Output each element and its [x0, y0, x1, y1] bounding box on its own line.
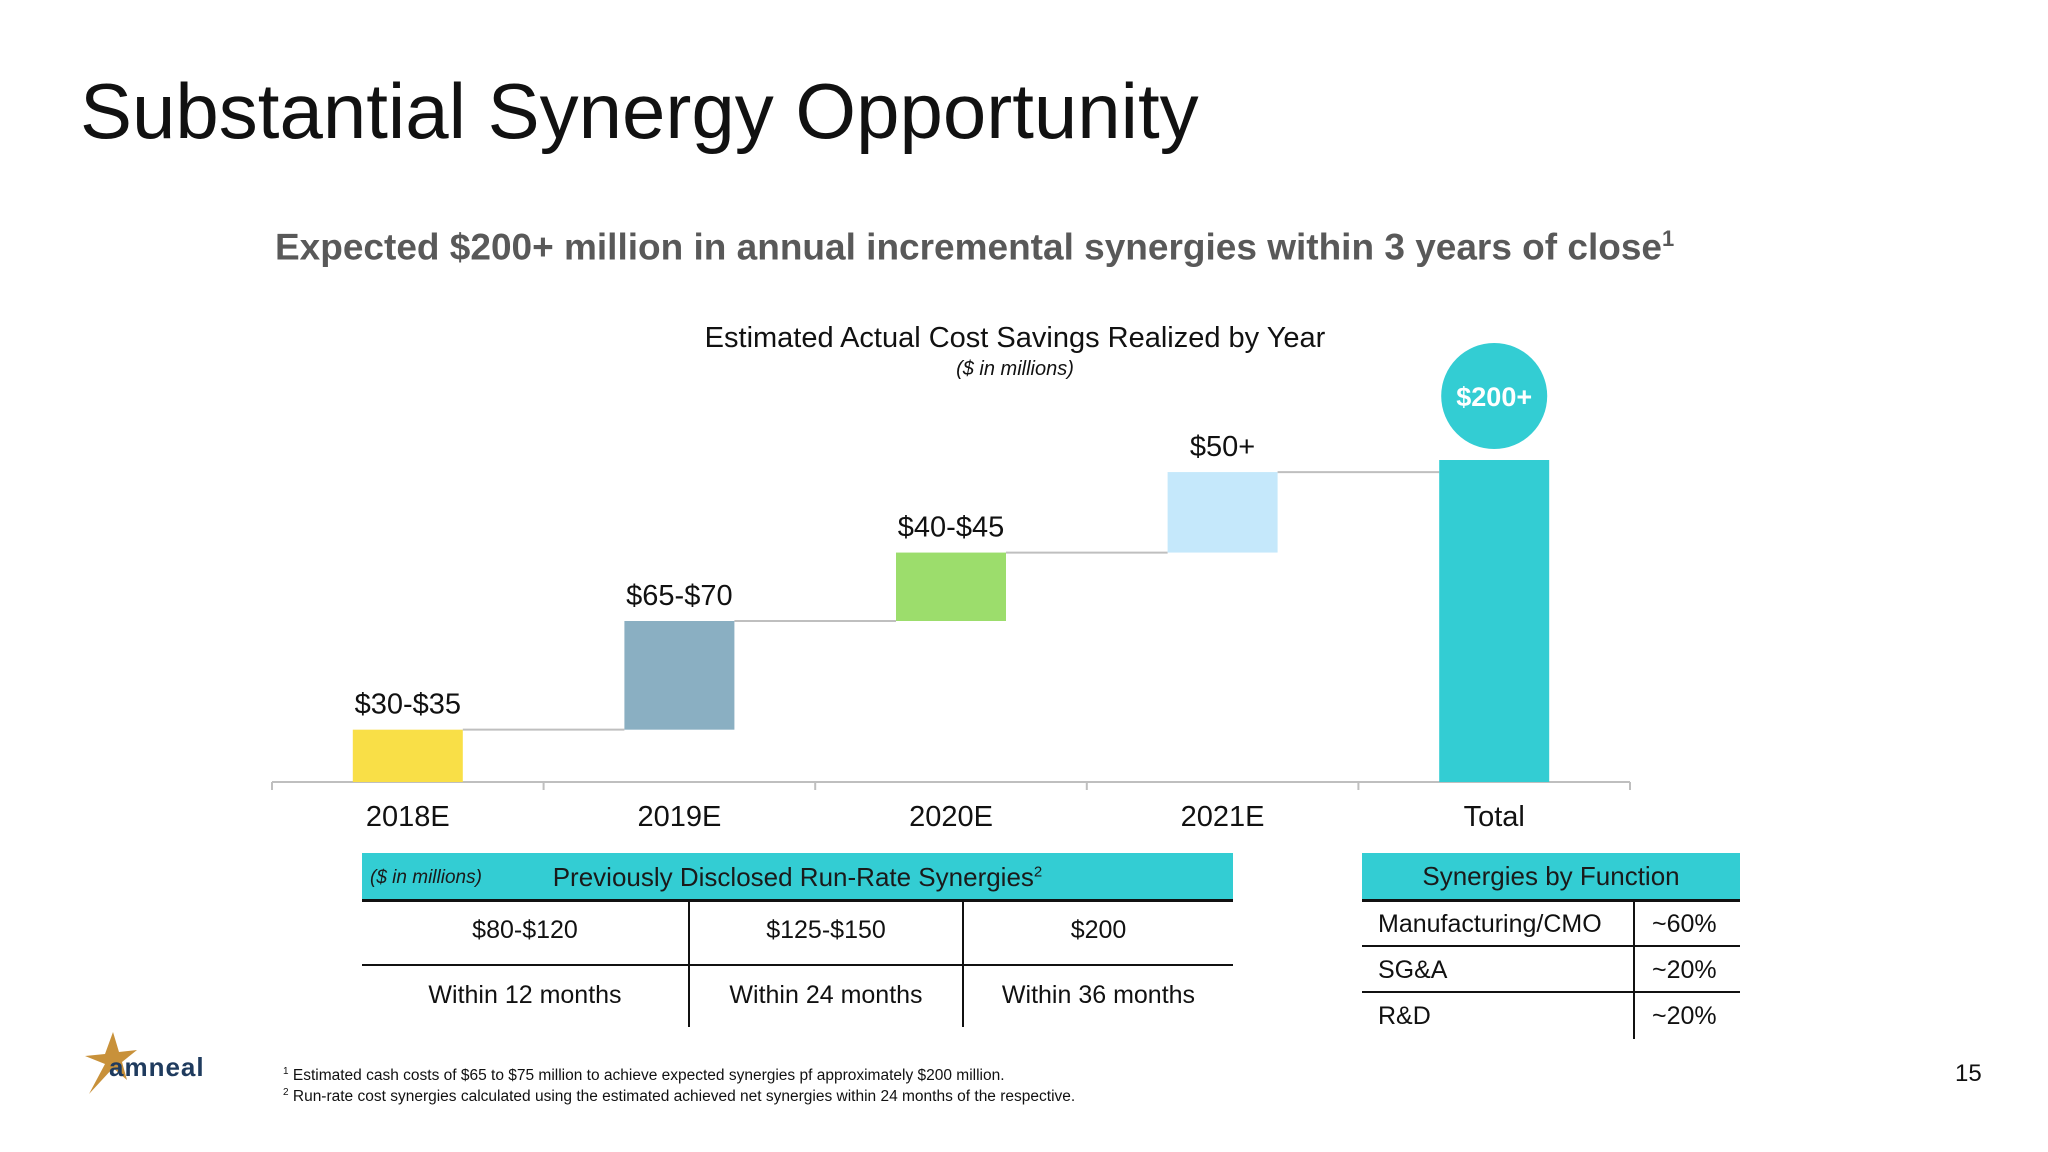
runrate-period-1: Within 12 months: [428, 981, 622, 1009]
headline-text: Expected $200+ million in annual increme…: [275, 226, 1662, 268]
runrate-unit-label: ($ in millions): [370, 867, 482, 888]
footnote-1-text: Estimated cash costs of $65 to $75 milli…: [292, 1067, 1005, 1085]
footnote-1: 1 Estimated cash costs of $65 to $75 mil…: [283, 1066, 1005, 1085]
x-tick-label: 2020E: [909, 801, 993, 833]
function-name-1: Manufacturing/CMO: [1378, 910, 1602, 938]
runrate-header-rule: [362, 899, 1233, 902]
function-header-rule: [1362, 899, 1740, 902]
data-label: $40-$45: [898, 512, 1004, 544]
bar-2021E: [1167, 472, 1278, 553]
x-tick-label: 2021E: [1181, 801, 1265, 833]
function-share-1: ~60%: [1652, 910, 1717, 938]
runrate-title: Previously Disclosed Run-Rate Synergies2: [362, 862, 1233, 893]
runrate-value-3: $200: [1070, 916, 1127, 944]
x-tick-label: 2019E: [637, 801, 721, 833]
data-label: $50+: [1190, 431, 1255, 463]
runrate-value-2: $125-$150: [766, 916, 886, 944]
function-table-header: Synergies by Function: [1362, 853, 1740, 899]
slide-title: Substantial Synergy Opportunity: [80, 67, 1199, 155]
bar-2019E: [624, 621, 735, 730]
runrate-period-3: Within 36 months: [1001, 981, 1196, 1009]
runrate-period-2: Within 24 months: [729, 981, 923, 1009]
logo-wordmark: amneal: [109, 1052, 205, 1082]
footnote-2: 2 Run-rate cost synergies calculated usi…: [283, 1087, 1075, 1106]
footnote-2-mark: 2: [283, 1087, 289, 1098]
bar-Total: [1439, 460, 1550, 782]
amneal-star-icon: amneal: [85, 1032, 205, 1094]
chart-subtitle: ($ in millions): [956, 358, 1074, 380]
x-tick-label: 2018E: [366, 801, 450, 833]
bar-2020E: [896, 552, 1006, 621]
amneal-logo: amneal: [75, 1030, 245, 1100]
runrate-value-1: $80-$120: [472, 916, 578, 944]
data-label: $30-$35: [355, 689, 461, 721]
function-name-2: SG&A: [1378, 956, 1448, 984]
headline-footnote-mark: 1: [1662, 226, 1675, 251]
runrate-title-text: Previously Disclosed Run-Rate Synergies: [552, 862, 1034, 892]
total-badge: [1441, 343, 1548, 449]
footnote-2-text: Run-rate cost synergies calculated using…: [292, 1088, 1076, 1106]
runrate-table-header: ($ in millions) Previously Disclosed Run…: [362, 853, 1233, 899]
page-number: 15: [1955, 1060, 1982, 1087]
function-row-divider: [1362, 945, 1740, 947]
x-tick-label: Total: [1464, 801, 1525, 833]
headline: Expected $200+ million in annual increme…: [275, 226, 1674, 268]
data-label: $65-$70: [626, 580, 732, 612]
function-row-divider: [1362, 991, 1740, 993]
data-label: $200+: [1456, 382, 1532, 412]
bar-2018E: [352, 729, 463, 782]
function-share-2: ~20%: [1652, 956, 1717, 984]
runrate-col-divider: [962, 901, 964, 1027]
footnote-1-mark: 1: [283, 1066, 289, 1077]
runrate-row-divider: [362, 964, 1233, 966]
runrate-title-footnote: 2: [1033, 863, 1043, 881]
function-share-3: ~20%: [1652, 1002, 1717, 1030]
function-name-3: R&D: [1378, 1002, 1431, 1030]
chart-title: Estimated Actual Cost Savings Realized b…: [704, 322, 1326, 354]
runrate-col-divider: [688, 901, 690, 1027]
function-col-divider: [1633, 901, 1635, 1039]
